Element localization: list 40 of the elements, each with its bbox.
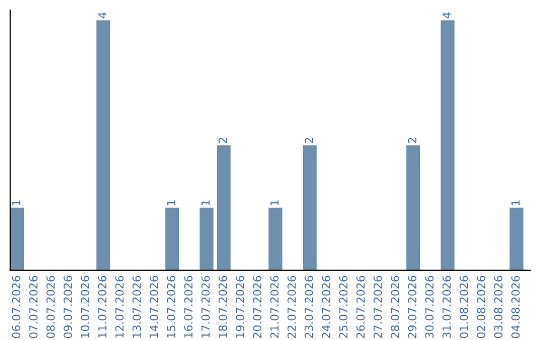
x-tick-label: 22.07.2026 xyxy=(287,276,296,338)
x-tick-label: 23.07.2026 xyxy=(304,276,314,338)
x-tick-label: 02.08.2026 xyxy=(476,276,486,338)
data-label: 4 xyxy=(442,12,451,18)
x-tick-label: 31.07.2026 xyxy=(442,276,451,338)
x-tick-label: 16.07.2026 xyxy=(184,276,193,338)
x-tick-label: 15.07.2026 xyxy=(166,276,176,338)
x-tick-label: 01.08.2026 xyxy=(460,276,468,338)
x-tick-label: 21.07.2026 xyxy=(270,276,279,338)
x-tick-label: 19.07.2026 xyxy=(236,276,244,338)
x-tick-label: 26.07.2026 xyxy=(356,276,365,338)
data-label: 1 xyxy=(12,200,20,206)
x-tick-label: 08.07.2026 xyxy=(46,276,55,338)
data-label: 2 xyxy=(408,138,416,144)
x-tick-label: 20.07.2026 xyxy=(253,276,262,338)
data-label: 1 xyxy=(270,200,278,206)
x-tick-label: 09.07.2026 xyxy=(64,276,72,338)
data-label: 4 xyxy=(98,12,106,18)
x-tick-label: 13.07.2026 xyxy=(132,276,141,338)
x-tick-label: 24.07.2026 xyxy=(322,276,330,338)
x-tick-label: 04.08.2026 xyxy=(511,276,520,338)
x-tick-label: 06.07.2026 xyxy=(12,276,20,338)
data-label: 1 xyxy=(167,200,176,206)
x-tick-label: 12.07.2026 xyxy=(115,276,124,338)
data-label: 2 xyxy=(218,138,227,144)
data-label: 1 xyxy=(202,200,210,206)
x-tick-label: 17.07.2026 xyxy=(201,276,210,338)
x-tick-label: 30.07.2026 xyxy=(425,276,434,338)
x-tick-label: 28.07.2026 xyxy=(390,276,400,338)
x-tick-label: 07.07.2026 xyxy=(29,276,38,338)
x-tick-label: 29.07.2026 xyxy=(408,276,416,338)
x-tick-label: 14.07.2026 xyxy=(150,276,158,338)
data-label: 1 xyxy=(511,200,520,206)
x-tick-label: 27.07.2026 xyxy=(374,276,382,338)
data-label: 2 xyxy=(304,138,313,144)
x-tick-label: 18.07.2026 xyxy=(218,276,227,338)
x-tick-label: 11.07.2026 xyxy=(98,276,106,338)
x-tick-label: 03.08.2026 xyxy=(494,276,503,338)
x-tick-label: 25.07.2026 xyxy=(339,276,348,338)
x-tick-label: 10.07.2026 xyxy=(80,276,90,338)
